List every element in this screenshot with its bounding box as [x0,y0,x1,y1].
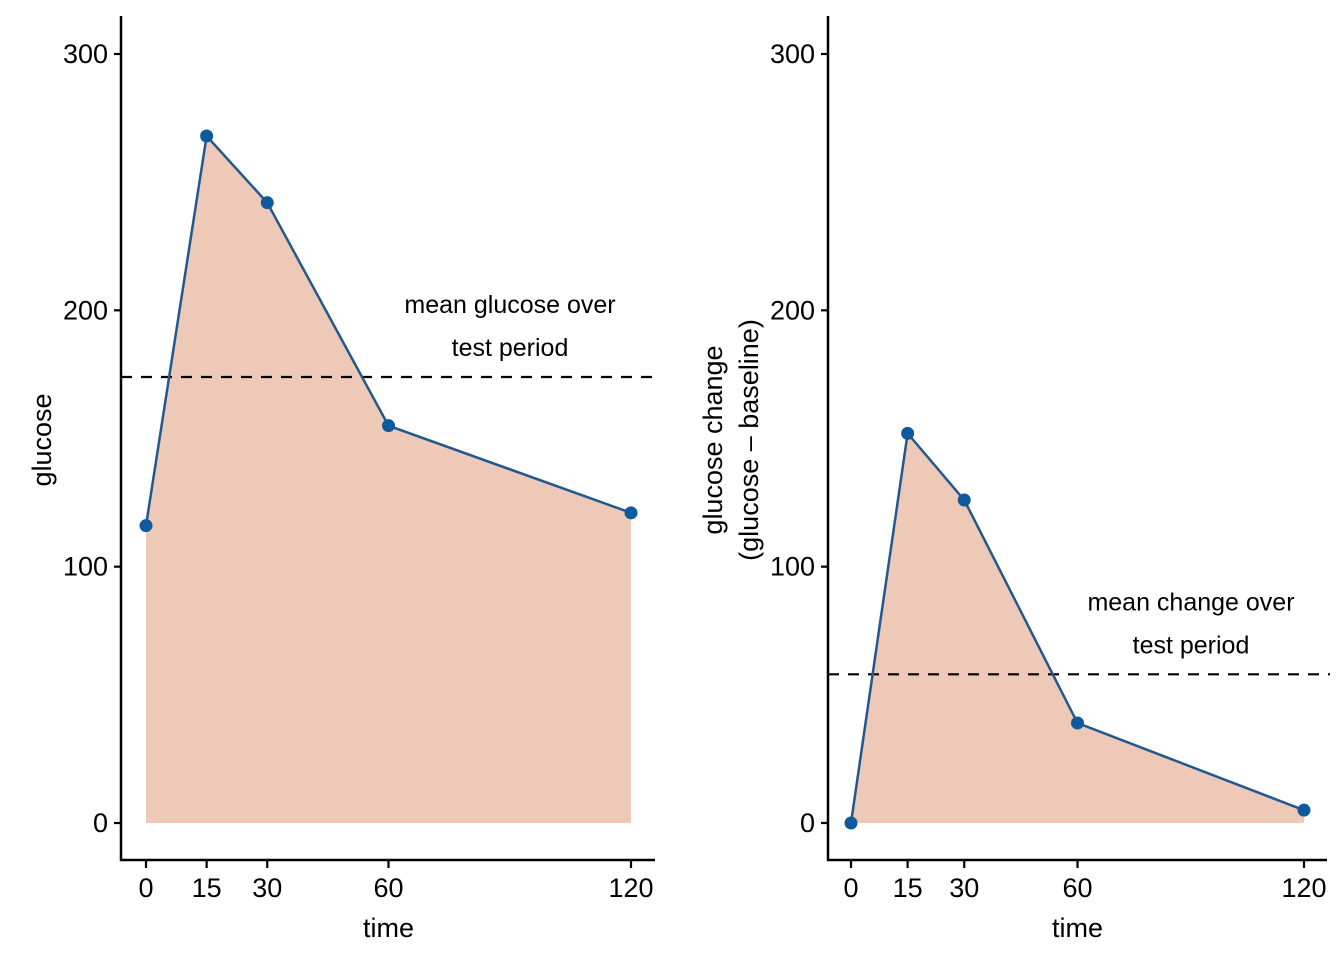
mean-annotation: mean change over [1087,588,1294,616]
data-point [260,196,274,210]
mean-annotation: test period [1133,631,1250,659]
y-tick-label: 200 [63,295,108,325]
area-fill [851,433,1304,823]
y-tick-label: 0 [800,808,815,838]
y-axis-title: glucose [27,393,57,486]
x-tick-label: 0 [843,873,858,903]
data-point [200,129,214,143]
y-tick-label: 100 [770,552,815,582]
panel-2: 0 100 200 300 0 15 30 60 120 time glucose change (g… [698,16,1330,943]
x-tick-label: 120 [1281,873,1326,903]
x-axis-title: time [1052,913,1103,943]
x-tick-label: 0 [138,873,153,903]
x-tick-label: 60 [373,873,403,903]
data-point [1297,803,1311,817]
y-tick-label: 0 [93,808,108,838]
y-tick-label: 300 [770,39,815,69]
data-point [382,419,395,433]
x-tick-label: 30 [252,873,282,903]
y-tick-label: 100 [63,552,108,582]
y-axis-title: glucose change [698,345,728,534]
x-tick-label: 15 [192,873,222,903]
data-point [139,519,153,533]
y-axis-title: (glucose – baseline) [734,319,764,561]
y-tick-label: 200 [770,295,815,325]
x-tick-label: 120 [608,873,653,903]
y-tick-label: 300 [63,39,108,69]
x-axis-title: time [363,913,414,943]
x-tick-label: 30 [949,873,979,903]
data-point [957,493,971,507]
data-point [624,506,638,520]
x-tick-label: 15 [893,873,923,903]
mean-annotation: test period [452,334,569,362]
panel-1: 0 100 200 300 0 15 30 60 120 time glucose mean gluc… [27,16,658,943]
data-point [901,426,915,440]
x-tick-label: 60 [1062,873,1092,903]
data-point [844,816,858,830]
data-point [1071,716,1084,730]
area-fill [146,136,631,823]
mean-annotation: mean glucose over [404,291,615,319]
